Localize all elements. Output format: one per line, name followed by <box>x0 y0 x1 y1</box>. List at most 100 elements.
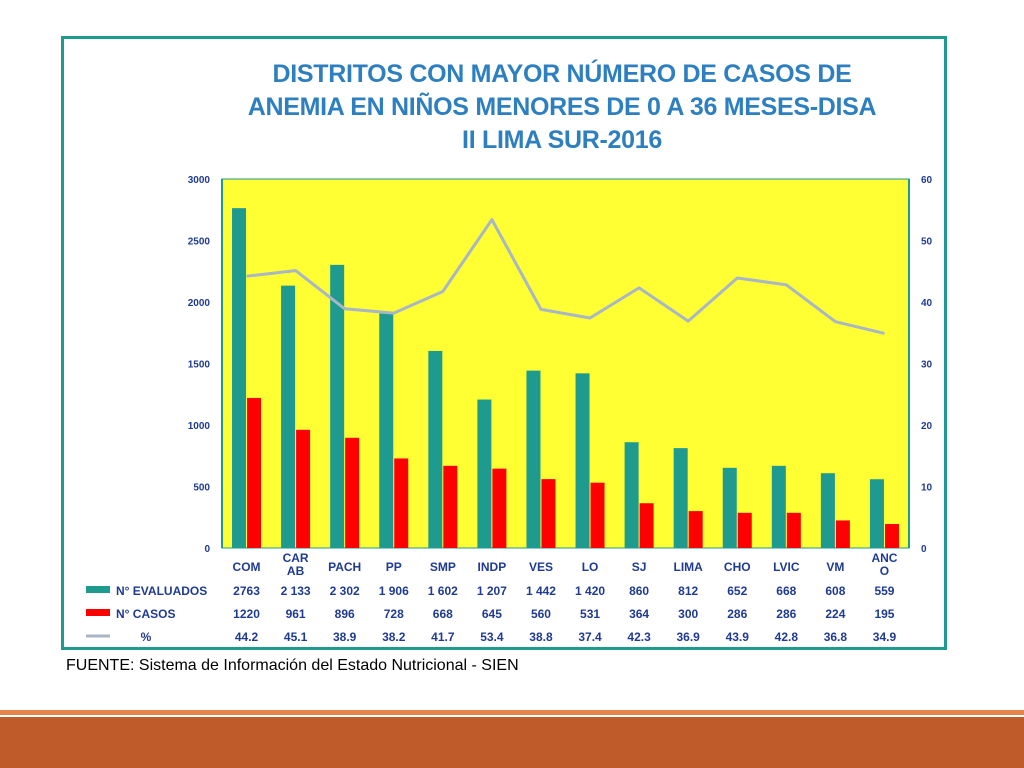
data-label: 36.8 <box>824 630 848 644</box>
bar-casos <box>639 503 654 548</box>
category-label: PACH <box>328 560 361 574</box>
data-label: 961 <box>286 607 306 621</box>
category-label: LVIC <box>773 560 800 574</box>
data-label: 38.8 <box>529 630 553 644</box>
y-left-tick-label: 500 <box>193 483 210 494</box>
chart-title: DISTRITOS CON MAYOR NÚMERO DE CASOS DE A… <box>62 58 1024 157</box>
data-label: 36.9 <box>676 630 700 644</box>
y-left-tick-label: 2500 <box>188 237 211 248</box>
y-left-tick-label: 2000 <box>188 298 211 309</box>
bar-evaluados <box>673 448 688 548</box>
data-label: 286 <box>727 607 747 621</box>
y-left-tick-label: 3000 <box>188 175 211 186</box>
category-label: VM <box>826 560 844 574</box>
y-left-tick-label: 1500 <box>188 360 211 371</box>
data-label: 34.9 <box>873 630 897 644</box>
data-label: 2 302 <box>330 584 360 598</box>
bar-evaluados <box>820 473 835 548</box>
data-label: 37.4 <box>578 630 602 644</box>
bar-casos <box>688 511 703 548</box>
y-right-tick-label: 50 <box>921 237 933 248</box>
data-label: 668 <box>433 607 453 621</box>
title-line-3: II LIMA SUR-2016 <box>462 126 662 154</box>
category-label: PP <box>386 560 402 574</box>
category-label: SMP <box>430 560 456 574</box>
footer-accent-line <box>0 710 1024 715</box>
data-label: 652 <box>727 584 747 598</box>
title-line-2: ANEMIA EN NIÑOS MENORES DE 0 A 36 MESES-… <box>247 93 877 121</box>
data-label: 1 602 <box>428 584 458 598</box>
source-note: FUENTE: Sistema de Información del Estad… <box>66 657 519 674</box>
bar-evaluados <box>477 399 492 548</box>
line-percent <box>246 218 885 335</box>
data-label: 668 <box>776 584 796 598</box>
category-label: SJ <box>632 560 647 574</box>
bar-evaluados <box>624 442 639 548</box>
bar-casos <box>541 479 556 548</box>
legend-swatch-casos <box>86 609 110 616</box>
data-label: 2763 <box>233 584 260 598</box>
bar-evaluados <box>232 208 247 548</box>
data-label: 2 133 <box>281 584 311 598</box>
y-right-tick-label: 20 <box>921 421 933 432</box>
data-label: 38.9 <box>333 630 357 644</box>
data-label: 860 <box>629 584 649 598</box>
bar-casos <box>443 465 458 548</box>
y-left-tick-label: 1000 <box>188 421 211 432</box>
bar-casos <box>884 524 899 548</box>
data-label: 364 <box>629 607 649 621</box>
data-label: 286 <box>776 607 796 621</box>
bar-evaluados <box>379 313 394 548</box>
data-label: 195 <box>874 607 894 621</box>
data-label: 44.2 <box>235 630 259 644</box>
data-label: 531 <box>580 607 600 621</box>
bar-casos <box>835 520 850 548</box>
data-label: 45.1 <box>284 630 308 644</box>
bar-casos <box>590 482 605 548</box>
data-label: 224 <box>825 607 845 621</box>
legend-label: N° EVALUADOS <box>116 584 207 598</box>
category-label: LIMA <box>674 560 704 574</box>
data-label: 42.3 <box>627 630 651 644</box>
bar-evaluados <box>526 370 541 548</box>
bar-casos <box>394 458 409 548</box>
y-right-tick-label: 0 <box>921 544 927 555</box>
category-label: INDP <box>478 560 507 574</box>
bar-evaluados <box>281 285 296 548</box>
bar-casos <box>786 512 801 548</box>
data-label: 559 <box>874 584 894 598</box>
category-label: LO <box>582 560 599 574</box>
legend-swatch-evaluados <box>86 586 110 593</box>
legend-label: N° CASOS <box>116 607 175 621</box>
bar-evaluados <box>330 264 345 548</box>
data-label: 1 207 <box>477 584 507 598</box>
category-label: COM <box>233 560 261 574</box>
y-right-tick-label: 10 <box>921 483 933 494</box>
y-left-tick-label: 0 <box>204 544 210 555</box>
data-label: 608 <box>825 584 845 598</box>
bar-casos <box>247 397 262 548</box>
bar-casos <box>296 429 311 548</box>
data-label: 38.2 <box>382 630 406 644</box>
data-label: 728 <box>384 607 404 621</box>
data-label: 43.9 <box>726 630 750 644</box>
bar-casos <box>737 512 752 548</box>
bar-evaluados <box>575 373 590 548</box>
bar-evaluados <box>771 465 786 548</box>
category-label: CHO <box>724 560 751 574</box>
plot-area <box>221 178 910 549</box>
data-label: 300 <box>678 607 698 621</box>
bar-evaluados <box>869 479 884 548</box>
data-label: 645 <box>482 607 502 621</box>
footer-bar <box>0 717 1024 768</box>
data-label: 1 442 <box>526 584 556 598</box>
y-right-tick-label: 60 <box>921 175 933 186</box>
data-label: 41.7 <box>431 630 455 644</box>
data-label: 560 <box>531 607 551 621</box>
data-label: 1220 <box>233 607 260 621</box>
data-label: 896 <box>335 607 355 621</box>
category-label: CAR AB <box>283 551 309 578</box>
y-right-tick-label: 40 <box>921 298 933 309</box>
category-label: ANC O <box>871 551 897 578</box>
